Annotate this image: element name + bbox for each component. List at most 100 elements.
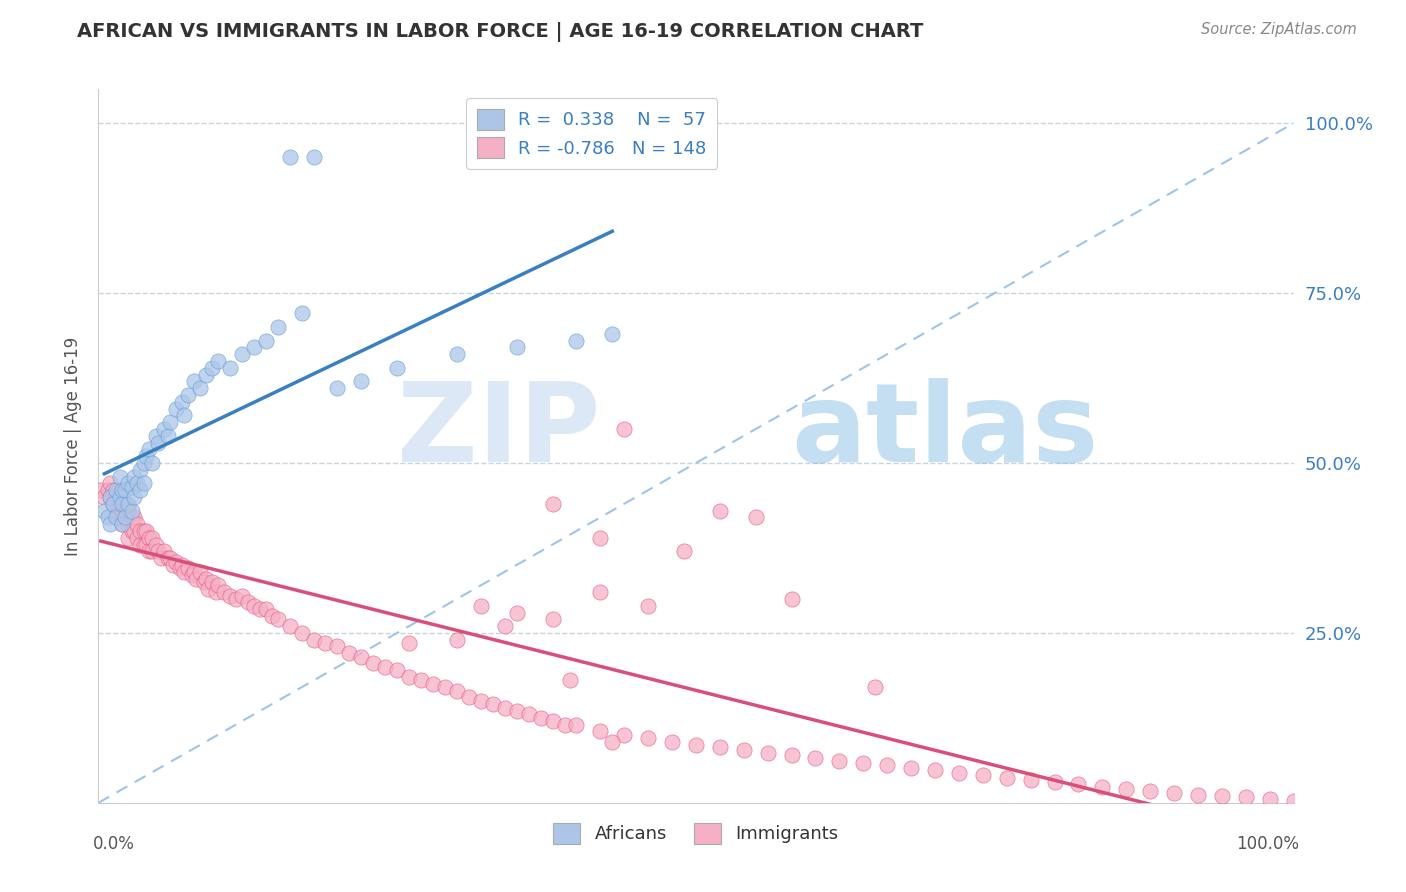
- Point: [186, 572, 208, 586]
- Point: [236, 595, 259, 609]
- Point: [129, 524, 152, 538]
- Point: [183, 375, 205, 389]
- Point: [900, 761, 922, 775]
- Point: [254, 334, 277, 348]
- Point: [995, 771, 1018, 785]
- Point: [117, 497, 139, 511]
- Point: [173, 565, 195, 579]
- Point: [90, 483, 112, 498]
- Point: [326, 381, 349, 395]
- Point: [145, 537, 167, 551]
- Point: [125, 517, 148, 532]
- Point: [121, 524, 143, 538]
- Point: [494, 619, 516, 633]
- Text: ZIP: ZIP: [396, 378, 600, 485]
- Point: [267, 320, 290, 334]
- Point: [506, 341, 529, 355]
- Point: [637, 599, 659, 613]
- Point: [541, 612, 564, 626]
- Point: [541, 497, 564, 511]
- Point: [172, 558, 194, 572]
- Point: [1258, 792, 1281, 806]
- Point: [98, 476, 122, 491]
- Point: [125, 531, 148, 545]
- Point: [135, 524, 157, 538]
- Point: [188, 565, 211, 579]
- Point: [159, 551, 181, 566]
- Point: [159, 415, 181, 429]
- Point: [156, 429, 179, 443]
- Point: [517, 707, 540, 722]
- Point: [350, 375, 373, 389]
- Point: [780, 591, 803, 606]
- Point: [363, 657, 385, 671]
- Point: [385, 360, 409, 375]
- Point: [132, 524, 155, 538]
- Point: [162, 558, 184, 572]
- Point: [105, 490, 128, 504]
- Point: [98, 490, 122, 504]
- Point: [481, 698, 505, 712]
- Point: [121, 480, 143, 494]
- Point: [422, 677, 444, 691]
- Point: [291, 626, 314, 640]
- Point: [470, 599, 492, 613]
- Point: [637, 731, 659, 746]
- Point: [315, 636, 337, 650]
- Point: [709, 503, 731, 517]
- Point: [554, 717, 576, 731]
- Point: [948, 765, 970, 780]
- Point: [111, 497, 134, 511]
- Point: [302, 632, 325, 647]
- Point: [411, 673, 433, 688]
- Point: [101, 483, 124, 498]
- Point: [148, 435, 170, 450]
- Point: [129, 483, 152, 498]
- Point: [924, 763, 946, 777]
- Point: [114, 483, 136, 498]
- Point: [132, 476, 155, 491]
- Point: [135, 449, 157, 463]
- Point: [302, 150, 325, 164]
- Point: [560, 673, 582, 688]
- Legend: Africans, Immigrants: Africans, Immigrants: [546, 815, 846, 851]
- Point: [132, 537, 155, 551]
- Point: [339, 646, 361, 660]
- Point: [124, 469, 146, 483]
- Point: [602, 734, 624, 748]
- Point: [117, 503, 139, 517]
- Point: [111, 517, 134, 532]
- Point: [195, 368, 218, 382]
- Point: [530, 711, 553, 725]
- Point: [446, 347, 468, 361]
- Point: [117, 531, 139, 545]
- Point: [231, 347, 253, 361]
- Text: Source: ZipAtlas.com: Source: ZipAtlas.com: [1201, 22, 1357, 37]
- Point: [165, 555, 187, 569]
- Point: [1115, 782, 1137, 797]
- Point: [602, 326, 624, 341]
- Point: [243, 341, 266, 355]
- Point: [267, 612, 290, 626]
- Point: [93, 490, 115, 504]
- Point: [97, 483, 120, 498]
- Point: [1067, 777, 1090, 791]
- Text: 0.0%: 0.0%: [93, 835, 135, 853]
- Point: [780, 748, 803, 763]
- Point: [398, 636, 420, 650]
- Point: [756, 746, 779, 760]
- Point: [111, 517, 134, 532]
- Point: [101, 497, 124, 511]
- Point: [108, 490, 131, 504]
- Point: [124, 510, 146, 524]
- Point: [93, 503, 115, 517]
- Point: [183, 565, 205, 579]
- Y-axis label: In Labor Force | Age 16-19: In Labor Force | Age 16-19: [65, 336, 83, 556]
- Point: [278, 150, 301, 164]
- Point: [350, 649, 373, 664]
- Point: [852, 756, 875, 771]
- Point: [180, 568, 202, 582]
- Point: [1043, 775, 1066, 789]
- Point: [117, 476, 139, 491]
- Point: [111, 490, 134, 504]
